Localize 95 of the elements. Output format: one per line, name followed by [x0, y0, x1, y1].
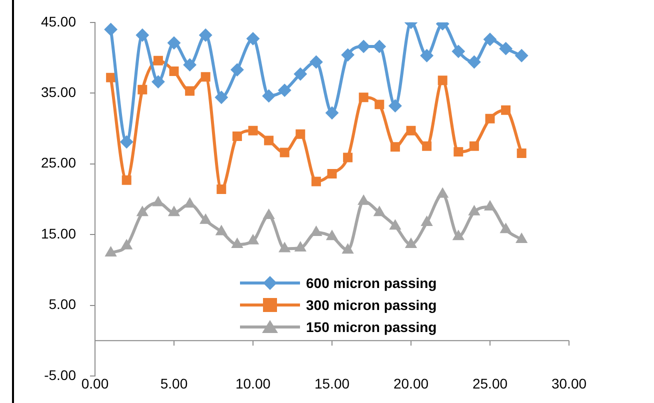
- point: [120, 239, 132, 250]
- point: [183, 58, 196, 72]
- point: [152, 75, 165, 88]
- point: [421, 216, 432, 226]
- point: [216, 225, 228, 236]
- point: [264, 136, 274, 146]
- legend-label: 150 micron passing: [306, 319, 437, 335]
- y-tick-label: 35.00: [40, 84, 76, 100]
- point: [326, 106, 338, 120]
- point: [499, 42, 512, 56]
- x-tick-label: 10.00: [235, 375, 271, 392]
- point: [278, 84, 292, 97]
- point: [105, 246, 116, 256]
- point: [327, 169, 337, 178]
- point: [232, 132, 242, 141]
- point: [516, 148, 526, 158]
- point: [120, 135, 134, 148]
- point: [515, 49, 528, 62]
- point: [199, 28, 212, 42]
- point: [468, 56, 481, 69]
- point: [200, 214, 212, 224]
- x-tick-label: 15.00: [314, 375, 350, 392]
- point: [485, 114, 495, 124]
- point: [168, 36, 180, 50]
- point: [280, 148, 290, 158]
- point: [104, 22, 118, 36]
- point: [152, 196, 164, 206]
- point: [184, 198, 196, 208]
- point: [343, 152, 353, 162]
- point: [294, 68, 307, 81]
- point: [342, 244, 354, 254]
- point: [122, 175, 132, 185]
- point: [500, 223, 512, 234]
- point: [501, 105, 511, 115]
- legend-label: 300 micron passing: [306, 297, 437, 313]
- point: [136, 206, 148, 216]
- x-tick-label: 0.00: [81, 375, 109, 392]
- point: [358, 92, 368, 102]
- point: [374, 206, 386, 216]
- x-tick-label: 20.00: [393, 375, 429, 392]
- point: [200, 72, 210, 82]
- point: [420, 49, 434, 62]
- point: [516, 233, 528, 244]
- point: [311, 176, 321, 186]
- point: [248, 126, 258, 136]
- point: [438, 76, 448, 86]
- y-tick-label: -5.00: [44, 366, 76, 383]
- point: [452, 44, 465, 58]
- x-tick-label: 25.00: [472, 375, 508, 392]
- point: [390, 142, 400, 152]
- point: [246, 32, 260, 46]
- point: [232, 238, 243, 248]
- point: [247, 234, 259, 244]
- point: [262, 89, 276, 102]
- x-tick-label: 30.00: [551, 375, 587, 392]
- point: [406, 126, 416, 136]
- point: [405, 238, 417, 248]
- point: [484, 32, 496, 46]
- y-tick-label: 15.00: [40, 225, 76, 242]
- point: [388, 99, 402, 112]
- point: [278, 242, 290, 252]
- point: [484, 200, 496, 210]
- point: [230, 63, 244, 76]
- point: [185, 86, 195, 96]
- point: [153, 56, 163, 66]
- legend-label: 600 micron passing: [306, 275, 437, 291]
- point: [454, 147, 464, 157]
- y-tick-label: 45.00: [40, 13, 76, 30]
- y-tick-label: 5.00: [48, 296, 76, 312]
- point: [374, 100, 384, 110]
- point: [422, 141, 432, 151]
- point: [136, 28, 149, 42]
- point: [358, 194, 370, 205]
- point: [452, 230, 464, 240]
- x-tick-label: 5.00: [160, 375, 188, 392]
- y-tick-label: 25.00: [40, 154, 76, 171]
- point: [294, 241, 306, 252]
- point: [390, 220, 401, 230]
- point: [469, 141, 479, 151]
- point: [106, 72, 116, 82]
- point: [436, 188, 448, 198]
- point: [216, 184, 226, 194]
- point: [468, 205, 480, 216]
- point: [372, 40, 386, 53]
- point: [263, 208, 274, 219]
- point: [326, 230, 338, 240]
- point: [138, 84, 148, 94]
- point: [310, 226, 322, 236]
- point: [296, 129, 306, 139]
- point: [310, 56, 323, 69]
- point: [341, 48, 354, 62]
- point: [214, 90, 228, 104]
- point: [357, 40, 370, 53]
- point: [169, 66, 179, 76]
- point: [168, 206, 180, 216]
